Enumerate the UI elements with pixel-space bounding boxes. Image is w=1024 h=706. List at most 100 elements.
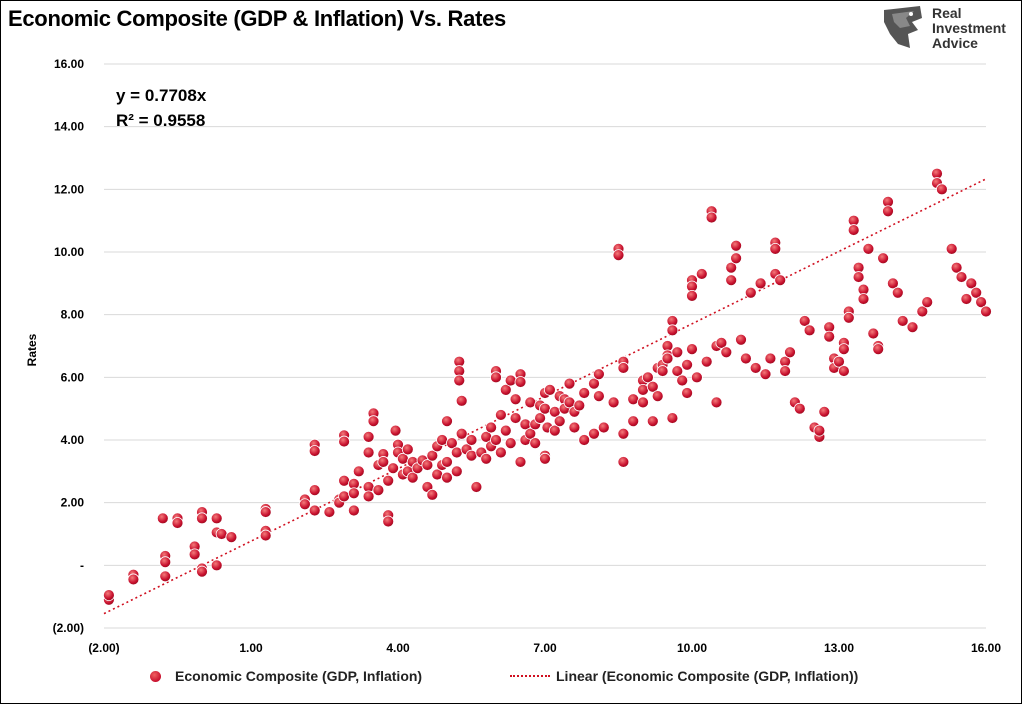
data-point — [779, 365, 791, 377]
data-point — [686, 343, 698, 356]
data-point — [308, 445, 321, 457]
data-point — [735, 333, 747, 346]
data-point — [637, 396, 649, 409]
data-point — [681, 358, 693, 371]
data-point — [323, 506, 336, 518]
data-point — [534, 412, 546, 424]
data-point — [730, 239, 742, 252]
data-point — [382, 515, 395, 528]
data-point — [210, 512, 223, 525]
data-point — [617, 427, 630, 440]
data-point — [617, 362, 630, 374]
data-point — [945, 242, 958, 255]
data-point — [548, 424, 561, 437]
data-point — [906, 321, 919, 334]
data-point — [970, 286, 983, 299]
data-point — [975, 296, 987, 309]
y-tick-label: 12.00 — [54, 182, 84, 196]
data-point — [259, 529, 272, 542]
data-point — [188, 548, 201, 561]
data-point — [960, 293, 973, 305]
data-point — [691, 371, 703, 384]
data-point — [651, 390, 664, 403]
data-point — [578, 387, 591, 399]
data-point — [347, 504, 360, 517]
data-point — [298, 498, 311, 511]
data-point — [362, 490, 375, 503]
data-point — [740, 352, 752, 365]
data-point — [338, 474, 351, 487]
data-point — [965, 277, 978, 290]
data-point — [338, 435, 351, 448]
data-point — [156, 512, 169, 525]
data-point — [627, 393, 640, 406]
x-tick-label: 1.00 — [239, 641, 263, 655]
data-point — [436, 434, 449, 446]
data-point — [372, 484, 385, 497]
logo-line-3: Advice — [932, 35, 978, 51]
data-point — [671, 346, 684, 359]
data-point — [916, 305, 929, 318]
legend-label-scatter: Economic Composite (GDP, Inflation) — [175, 668, 423, 684]
data-point — [661, 352, 674, 365]
data-point — [818, 405, 831, 418]
data-point — [676, 374, 689, 387]
data-point — [514, 376, 527, 388]
data-point — [666, 412, 679, 424]
data-point — [617, 456, 630, 468]
data-point — [171, 517, 184, 529]
data-point — [607, 396, 620, 409]
data-point — [686, 289, 698, 302]
data-point — [445, 437, 458, 450]
legend-label-trend: Linear (Economic Composite (GDP, Inflati… — [556, 668, 859, 684]
data-point — [857, 293, 870, 305]
x-tick-label: 13.00 — [824, 641, 854, 655]
brand-logo: Real Investment Advice — [880, 4, 1020, 54]
data-point — [813, 424, 826, 437]
x-tick-label: (2.00) — [88, 641, 119, 655]
data-point — [980, 305, 992, 318]
y-axis-label: Rates — [25, 333, 39, 366]
legend: Economic Composite (GDP, Inflation) Line… — [0, 668, 1024, 692]
data-point — [720, 346, 733, 359]
data-point — [877, 252, 889, 265]
data-point — [362, 430, 375, 443]
data-point — [666, 324, 679, 337]
data-point — [921, 296, 934, 309]
data-point — [509, 412, 522, 424]
data-point — [769, 242, 782, 255]
data-point — [588, 427, 600, 440]
data-point — [347, 487, 360, 500]
data-point — [352, 465, 365, 478]
y-tick-label: 2.00 — [61, 496, 85, 510]
data-point — [715, 336, 728, 349]
data-point — [725, 274, 738, 287]
data-point — [426, 449, 439, 462]
data-point — [656, 365, 669, 377]
data-point — [387, 462, 400, 475]
eagle-head-icon — [884, 6, 922, 48]
data-point — [725, 261, 738, 274]
data-point — [441, 471, 453, 484]
y-tick-label: 8.00 — [61, 308, 85, 322]
data-point — [705, 211, 718, 224]
data-point — [499, 424, 512, 437]
legend-item-scatter: Economic Composite (GDP, Inflation) — [150, 668, 422, 684]
data-point — [593, 368, 605, 381]
y-tick-label: 16.00 — [54, 57, 84, 71]
data-point — [367, 415, 380, 428]
data-point — [225, 531, 238, 544]
data-point — [838, 365, 850, 377]
data-point — [882, 205, 894, 218]
data-point — [646, 415, 659, 428]
data-point — [401, 443, 414, 456]
data-point — [847, 224, 860, 236]
data-point — [441, 415, 453, 428]
data-point — [784, 346, 796, 359]
data-point — [612, 249, 625, 262]
data-point — [196, 565, 208, 578]
data-point — [450, 446, 463, 459]
data-point — [793, 402, 806, 415]
data-point — [774, 274, 787, 287]
